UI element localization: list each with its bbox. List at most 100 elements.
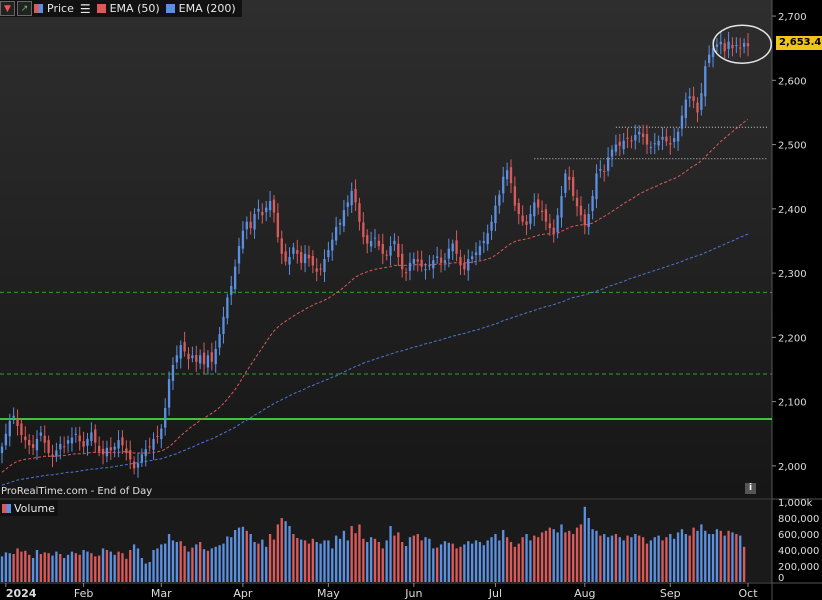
volume-bar — [296, 538, 299, 582]
x-tick-label: 2024 — [6, 587, 37, 600]
candle-body — [249, 221, 252, 229]
candle-body — [397, 243, 400, 258]
volume-bar — [377, 542, 381, 582]
y-tick-label: 2,400 — [778, 205, 807, 216]
volume-bar — [727, 530, 730, 582]
candle-body — [268, 201, 272, 211]
x-tick-label: May — [317, 587, 340, 600]
candle-body — [210, 352, 213, 362]
y-tick-label: 2,500 — [778, 141, 807, 152]
candle-body — [424, 269, 427, 271]
volume-bar — [70, 551, 74, 582]
volume-bar — [459, 546, 462, 582]
candle-body — [389, 246, 392, 256]
volume-bar — [548, 527, 552, 582]
candle-body — [715, 44, 719, 47]
volume-bar — [610, 535, 614, 582]
volume-bar — [704, 530, 707, 582]
volume-bar — [540, 532, 544, 582]
candle-body — [556, 215, 559, 233]
volume-bar — [676, 532, 680, 582]
legend-ema200[interactable]: EMA (200) — [165, 2, 236, 15]
candle-body — [140, 454, 144, 463]
volume-legend[interactable]: Volume — [0, 500, 58, 516]
candle-body — [346, 202, 349, 207]
candle-body — [300, 252, 303, 263]
volume-bar — [66, 554, 70, 582]
candle-body — [548, 223, 552, 229]
volume-bar — [331, 548, 334, 582]
volume-bar — [661, 540, 664, 582]
legend-ema50[interactable]: EMA (50) — [96, 2, 160, 15]
candle-body — [470, 256, 474, 260]
volume-bar — [276, 524, 280, 582]
candle-body — [175, 355, 179, 363]
candle-body — [28, 440, 31, 446]
candle-body — [665, 136, 668, 142]
volume-bar — [319, 543, 322, 582]
collapse-icon[interactable]: ▼ — [0, 1, 15, 16]
expand-icon[interactable]: ↗ — [17, 1, 32, 16]
chart-legend: ▼ ↗ Price ☰ EMA (50) EMA (200) — [0, 0, 242, 17]
info-icon[interactable]: i — [745, 483, 756, 494]
candle-body — [55, 450, 58, 457]
volume-swatch-icon — [2, 503, 11, 513]
candle-body — [603, 170, 606, 172]
y-tick-label: 2,600 — [778, 76, 807, 87]
candle-body — [70, 437, 74, 444]
volume-bar — [657, 535, 660, 582]
settings-list-icon[interactable]: ☰ — [79, 1, 91, 16]
candle-body — [731, 44, 734, 49]
volume-bar — [241, 526, 245, 582]
volume-bar — [408, 537, 412, 582]
candle-body — [171, 364, 175, 381]
candle-body — [696, 102, 699, 113]
volume-bar — [20, 551, 23, 582]
volume-bar — [101, 548, 105, 582]
candle-body — [187, 353, 190, 360]
candle-body — [490, 221, 493, 231]
candle-body — [412, 258, 416, 264]
legend-price[interactable]: Price — [34, 2, 74, 15]
candle-body — [218, 334, 221, 348]
candle-body — [742, 43, 746, 47]
candle-body — [261, 211, 264, 216]
candle-body — [408, 262, 412, 271]
candle-body — [544, 209, 548, 222]
volume-bar — [432, 548, 435, 582]
candle-body — [436, 256, 439, 258]
volume-bar — [303, 540, 307, 582]
candle-body — [564, 173, 567, 193]
volume-bar — [571, 534, 575, 582]
volume-bar — [742, 546, 746, 582]
volume-bar — [8, 553, 11, 582]
candle-body — [657, 140, 660, 146]
volume-bar — [354, 533, 357, 582]
candle-body — [630, 140, 633, 142]
candle-body — [525, 221, 528, 225]
ema200-line — [1, 233, 749, 486]
volume-bar — [529, 540, 532, 582]
volume-bar — [401, 542, 404, 582]
candle-body — [529, 213, 532, 224]
candle-body — [439, 257, 443, 263]
candle-body — [614, 144, 618, 152]
candle-body — [401, 253, 404, 270]
volume-bar — [94, 556, 97, 582]
volume-bar — [719, 530, 722, 582]
volume-bar — [397, 532, 400, 582]
candle-body — [420, 259, 423, 267]
volume-bar — [315, 542, 318, 582]
volume-bar — [257, 543, 260, 582]
volume-bar — [723, 535, 726, 582]
volume-bar — [129, 550, 132, 582]
volume-bar — [680, 529, 684, 582]
candle-body — [272, 199, 276, 213]
volume-bar — [482, 545, 485, 582]
y-tick-label: 2,300 — [778, 269, 807, 280]
candle-body — [280, 238, 283, 254]
candle-body — [195, 355, 198, 362]
candle-body — [315, 268, 318, 272]
candle-body — [101, 448, 105, 455]
